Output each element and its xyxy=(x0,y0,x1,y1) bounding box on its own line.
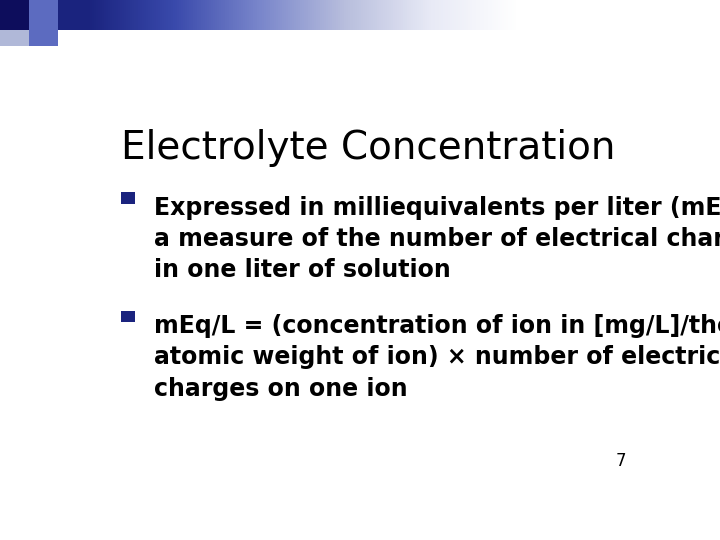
Text: 7: 7 xyxy=(615,452,626,470)
Bar xyxy=(121,192,135,204)
Bar xyxy=(121,310,135,322)
Text: mEq/L = (concentration of ion in [mg/L]/the: mEq/L = (concentration of ion in [mg/L]/… xyxy=(154,314,720,338)
Text: a measure of the number of electrical charges: a measure of the number of electrical ch… xyxy=(154,227,720,251)
Text: in one liter of solution: in one liter of solution xyxy=(154,258,451,282)
Text: Expressed in milliequivalents per liter (mEq/L),: Expressed in milliequivalents per liter … xyxy=(154,196,720,220)
Text: Electrolyte Concentration: Electrolyte Concentration xyxy=(121,129,615,167)
Text: atomic weight of ion) × number of electrical: atomic weight of ion) × number of electr… xyxy=(154,346,720,369)
Text: charges on one ion: charges on one ion xyxy=(154,377,408,401)
